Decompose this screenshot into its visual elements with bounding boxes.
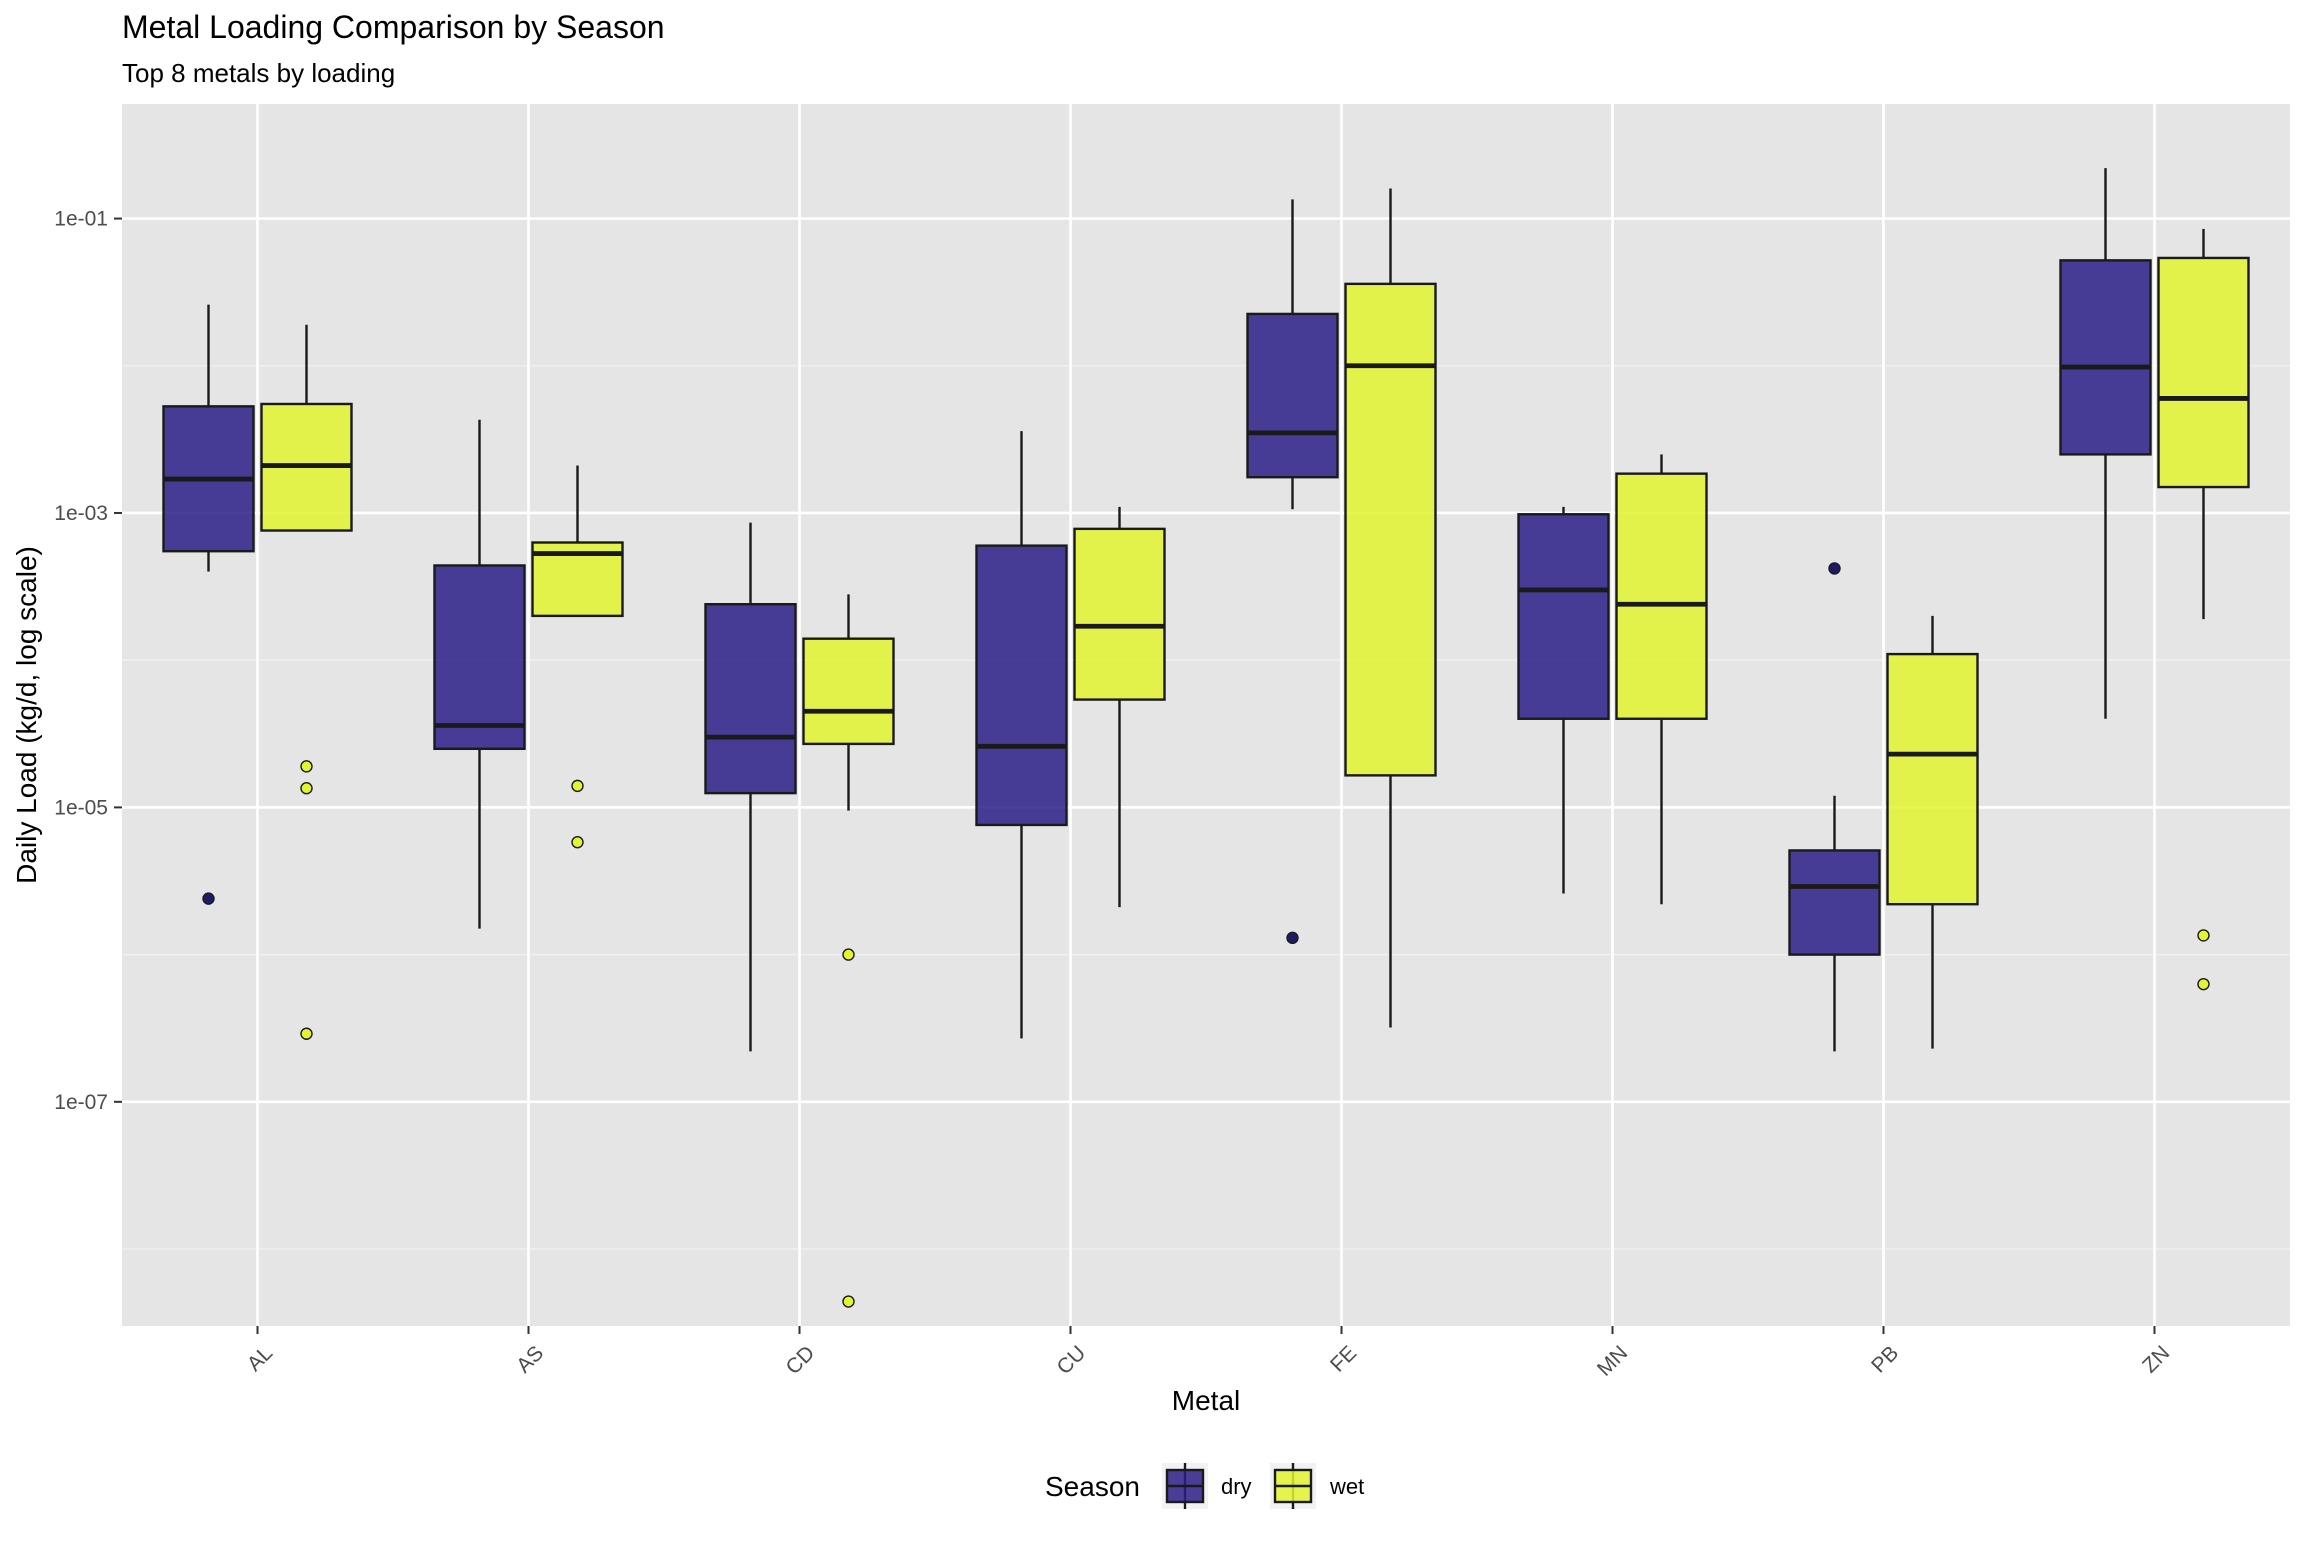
outlier-point: [1828, 562, 1841, 575]
box-iqr: [1344, 282, 1437, 777]
box-iqr: [433, 564, 526, 751]
legend-label: wet: [1329, 1474, 1364, 1499]
legend-label: dry: [1221, 1474, 1252, 1499]
box-dry-al: [162, 304, 255, 905]
x-axis-title: Metal: [1172, 1385, 1240, 1416]
y-axis-title: Daily Load (kg/d, log scale): [11, 546, 42, 884]
box-wet-zn: [2157, 228, 2250, 991]
box-dry-zn: [2059, 168, 2152, 719]
legend-item-dry: dry: [1162, 1463, 1252, 1509]
x-tick-label: CD: [782, 1341, 820, 1379]
box-dry-as: [433, 419, 526, 929]
outlier-point: [300, 760, 313, 773]
box-wet-pb: [1886, 615, 1979, 1049]
outlier-point: [1286, 931, 1299, 945]
x-tick-label: CU: [1053, 1341, 1091, 1379]
box-wet-mn: [1615, 454, 1708, 905]
outlier-point: [571, 836, 584, 849]
box-wet-al: [260, 324, 353, 1040]
outlier-point: [2197, 977, 2210, 991]
box-iqr: [2059, 259, 2152, 456]
box-iqr: [1517, 513, 1610, 720]
chart-subtitle: Top 8 metals by loading: [122, 58, 395, 88]
legend-item-wet: wet: [1270, 1463, 1364, 1509]
box-wet-fe: [1344, 188, 1437, 1028]
x-tick-label: MN: [1593, 1341, 1632, 1380]
x-tick-label: AS: [512, 1341, 548, 1377]
x-axis: AL AS CD CU FE MN PB ZN: [243, 1326, 2174, 1381]
x-tick-label: FE: [1326, 1341, 1361, 1376]
x-tick-label: PB: [1867, 1341, 1903, 1377]
box-iqr: [975, 544, 1068, 827]
box-dry-cd: [704, 522, 797, 1052]
outlier-point: [842, 948, 855, 961]
outlier-point: [842, 1295, 855, 1308]
legend: Season dry wet: [1045, 1463, 1364, 1509]
y-tick-label: 1e-05: [54, 796, 108, 819]
box-iqr: [1246, 312, 1339, 479]
y-tick-label: 1e-07: [54, 1091, 108, 1114]
y-tick-label: 1e-01: [54, 208, 108, 231]
outlier-point: [300, 1027, 313, 1040]
box-wet-cd: [802, 594, 895, 1308]
box-dry-fe: [1246, 199, 1339, 945]
box-iqr: [1886, 652, 1979, 906]
box-iqr: [1615, 472, 1708, 720]
x-tick-label: AL: [243, 1341, 277, 1375]
outlier-point: [300, 782, 313, 795]
box-iqr: [1788, 849, 1881, 956]
chart-title: Metal Loading Comparison by Season: [122, 9, 665, 45]
box-iqr: [1073, 527, 1166, 701]
y-axis: 1e-01 1e-03 1e-05 1e-07: [54, 208, 122, 1114]
grid-layer: [122, 104, 2290, 1326]
box-wet-cu: [1073, 506, 1166, 908]
box-iqr: [704, 603, 797, 795]
outlier-point: [2197, 929, 2210, 942]
box-wet-as: [531, 465, 624, 849]
box-layer: [162, 168, 2250, 1308]
outlier-point: [202, 892, 215, 905]
legend-title: Season: [1045, 1471, 1140, 1502]
box-dry-mn: [1517, 506, 1610, 894]
outlier-point: [571, 779, 584, 793]
box-dry-pb: [1788, 562, 1881, 1052]
x-tick-label: ZN: [2138, 1341, 2174, 1377]
box-iqr: [802, 637, 895, 746]
y-tick-label: 1e-03: [54, 502, 108, 525]
box-dry-cu: [975, 431, 1068, 1039]
box-iqr: [2157, 256, 2250, 489]
